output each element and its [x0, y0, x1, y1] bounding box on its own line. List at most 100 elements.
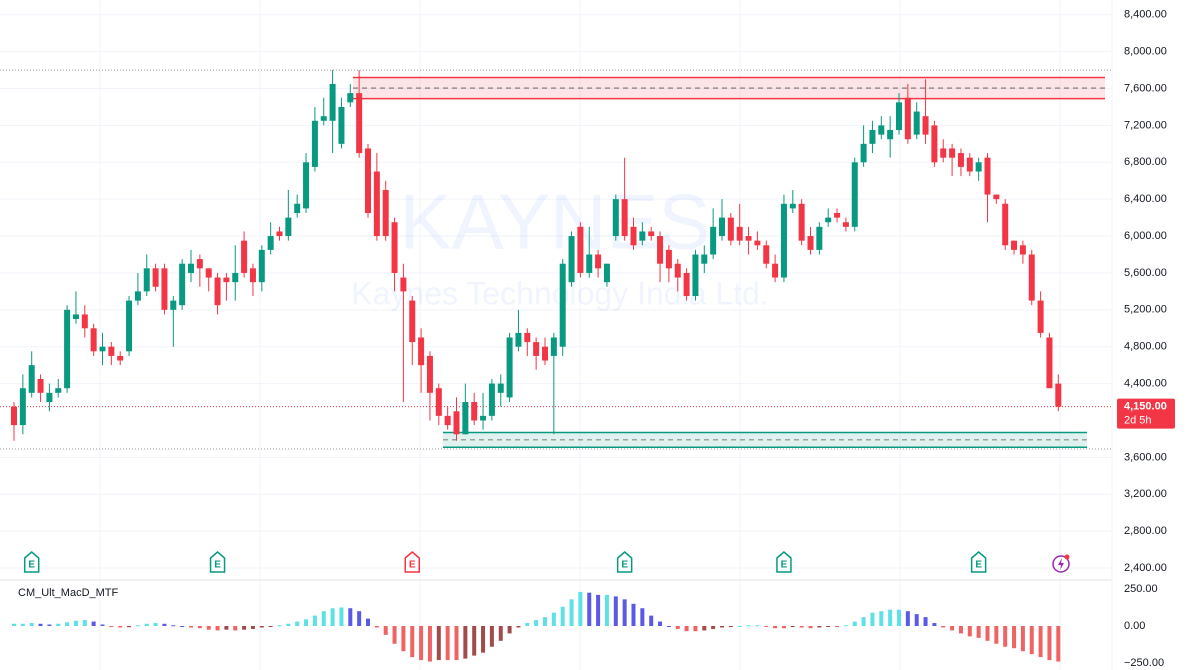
histogram-bar [197, 626, 202, 629]
indicator-title: CM_Ult_MacD_MTF [18, 587, 119, 599]
candle-body [665, 249, 672, 269]
candle-body [533, 342, 540, 356]
candle-body [435, 388, 442, 416]
countdown-label: 2d 5h [1124, 415, 1152, 427]
candle-body [480, 415, 487, 421]
candle-body [798, 203, 805, 241]
candle-body [630, 226, 637, 246]
histogram-bar [843, 625, 848, 627]
histogram-bar [383, 626, 388, 635]
candle-body [674, 263, 681, 278]
histogram-bar [711, 626, 716, 629]
histogram-bar [29, 623, 34, 626]
histogram-bar [967, 626, 972, 637]
zone [443, 432, 1087, 448]
y-tick-label: 2,800.00 [1124, 525, 1167, 537]
histogram-bar [781, 626, 786, 629]
candle-body [975, 162, 982, 172]
candle-body [603, 263, 610, 283]
histogram-bar [56, 623, 61, 626]
histogram-bar [339, 607, 344, 626]
candle-body [294, 203, 301, 214]
candle-body [1055, 383, 1062, 407]
histogram-bar [737, 626, 742, 627]
histogram-bar [879, 611, 884, 626]
histogram-bar [277, 625, 282, 627]
histogram-bar [808, 626, 813, 629]
histogram-bar [1038, 626, 1043, 658]
candle-body [258, 249, 265, 283]
candle-body [19, 388, 26, 426]
y-tick-label: 6,800.00 [1124, 156, 1167, 168]
candle-body [1019, 245, 1026, 255]
candle-body [1028, 254, 1035, 301]
candle-body [382, 189, 389, 237]
last-price-label: 4,150.00 [1124, 401, 1167, 413]
candle-body [311, 120, 318, 167]
histogram-bar [534, 620, 539, 626]
candle-body [736, 226, 743, 241]
candle-body [205, 268, 212, 278]
histogram-bar [684, 626, 689, 632]
candle-body [426, 355, 433, 393]
histogram-bar [950, 626, 955, 631]
histogram-bar [543, 617, 547, 626]
histogram-bar [720, 626, 724, 628]
histogram-bar [622, 599, 627, 626]
histogram-bar [135, 625, 140, 627]
histogram-bar [463, 626, 468, 659]
histogram-bar [817, 626, 822, 628]
y-tick-label: −250.00 [1124, 657, 1164, 669]
candle-body [453, 411, 460, 435]
histogram-bar [401, 626, 406, 652]
y-tick-label: 6,000.00 [1124, 230, 1167, 242]
histogram-bar [905, 611, 910, 626]
candle-body [338, 106, 345, 144]
candle-body [267, 236, 274, 250]
histogram-bar [640, 608, 645, 626]
candle-body [497, 383, 504, 393]
candle-body [46, 392, 53, 403]
histogram-bar [826, 626, 831, 627]
candle-body [161, 268, 168, 310]
histogram-bar [481, 626, 486, 653]
histogram-bar [312, 615, 317, 626]
histogram-bar [250, 626, 255, 629]
histogram-bar [958, 626, 963, 634]
candle-body [940, 148, 947, 158]
histogram-bar [728, 626, 733, 627]
histogram-bar [392, 626, 397, 644]
histogram-bar [551, 612, 556, 626]
histogram-bar [613, 596, 618, 626]
candle-body [550, 337, 557, 356]
candle-body [152, 268, 159, 287]
candle-body [559, 263, 566, 347]
candle-body [754, 240, 761, 246]
candle-body [356, 93, 363, 154]
y-tick-label: 5,200.00 [1124, 304, 1167, 316]
candle-body [11, 406, 17, 426]
alert-dot [1064, 554, 1070, 560]
candle-body [904, 97, 911, 140]
candle-body [170, 300, 177, 310]
candle-body [1002, 203, 1009, 246]
candle-body [126, 300, 133, 352]
histogram-bar [189, 626, 193, 628]
histogram-bar [1056, 626, 1061, 662]
histogram-bar [445, 626, 450, 661]
histogram-bar [560, 606, 565, 626]
histogram-bar [693, 626, 698, 632]
candle-body [692, 254, 699, 296]
histogram-bar [144, 623, 149, 626]
candle-body [842, 222, 849, 227]
histogram-bar [914, 614, 919, 626]
histogram-bar [357, 611, 362, 626]
histogram-bar [330, 608, 335, 626]
histogram-bar [1003, 626, 1008, 647]
candle-body [683, 272, 690, 296]
histogram-bar [427, 626, 432, 662]
candle-body [763, 245, 770, 264]
earnings-label: E [214, 560, 221, 571]
histogram-bar [410, 626, 415, 658]
last-price-box [1117, 398, 1175, 429]
